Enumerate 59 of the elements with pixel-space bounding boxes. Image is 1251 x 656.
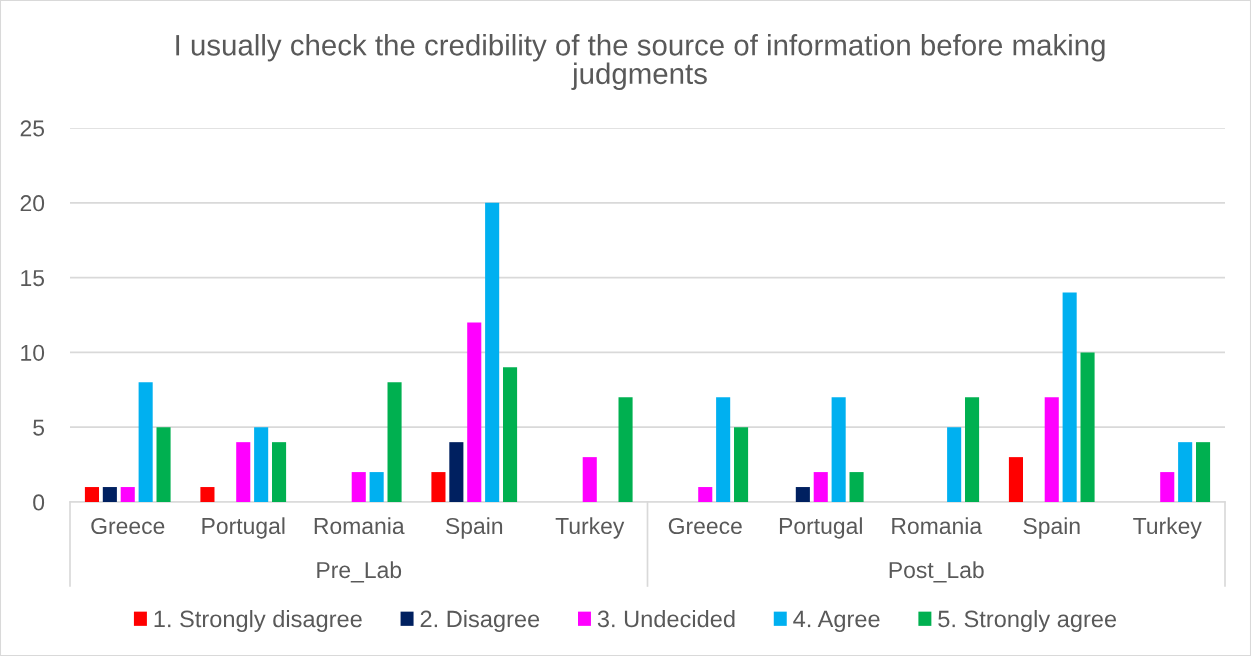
y-tick-label: 20 (20, 195, 45, 212)
legend-label: 2. Disagree (420, 609, 540, 632)
bar (467, 322, 482, 502)
bar (734, 427, 749, 502)
bar (1178, 442, 1193, 502)
legend-label: 5. Strongly agree (938, 609, 1117, 632)
text: Pre_Lab (317, 561, 402, 583)
bar (84, 487, 99, 502)
bar (485, 202, 500, 502)
bar (369, 472, 384, 502)
x-tick-label: Spain (1023, 517, 1080, 539)
bar (387, 382, 402, 502)
x-tick-label: Spain (445, 517, 503, 539)
bar (272, 442, 287, 502)
bar (200, 487, 215, 502)
bar (503, 367, 518, 502)
legend-label: 1. Strongly disagree (154, 609, 362, 632)
bar (102, 487, 117, 502)
legend-label: 3. Undecided (597, 609, 735, 628)
bar (156, 427, 171, 502)
bar (618, 397, 633, 502)
bar (351, 472, 366, 502)
bar (1044, 397, 1059, 502)
bar (1008, 457, 1023, 502)
x-tick-label: Turkey (1133, 517, 1202, 539)
text: Post_Lab (889, 561, 984, 583)
bar (254, 427, 269, 502)
y-tick-label: 5 (33, 419, 45, 436)
bar (698, 487, 713, 502)
x-tick-label: Greece (668, 517, 742, 535)
bar (947, 427, 962, 502)
bar (716, 397, 731, 502)
x-tick-label: Greece (91, 517, 165, 535)
bar (236, 442, 251, 502)
bar (831, 397, 846, 502)
bar (849, 472, 864, 502)
bar (449, 442, 464, 502)
legend-label: 4. Agree (793, 610, 880, 632)
bar (1196, 442, 1211, 502)
bar (813, 472, 828, 502)
bar (965, 397, 980, 502)
y-tick-label: 15 (21, 270, 45, 287)
bar (431, 472, 446, 502)
y-tick-label: 25 (20, 120, 45, 137)
bar (582, 457, 597, 502)
x-tick-label: Portugal (779, 517, 862, 539)
x-tick-label: Portugal (202, 517, 285, 539)
bar (1080, 352, 1095, 502)
bar (1062, 292, 1077, 502)
chart-title: I usually check the credibility of the source of information before making judgments (176, 34, 1105, 90)
x-tick-label: Romania (892, 517, 983, 535)
y-tick-label: 10 (21, 344, 45, 361)
x-tick-label: Turkey (555, 517, 625, 539)
bar (795, 487, 810, 502)
y-tick-label: 0 (33, 494, 45, 511)
bar (1160, 472, 1175, 502)
x-tick-label: Romania (314, 517, 405, 535)
bar (120, 487, 135, 502)
bar (138, 382, 153, 502)
